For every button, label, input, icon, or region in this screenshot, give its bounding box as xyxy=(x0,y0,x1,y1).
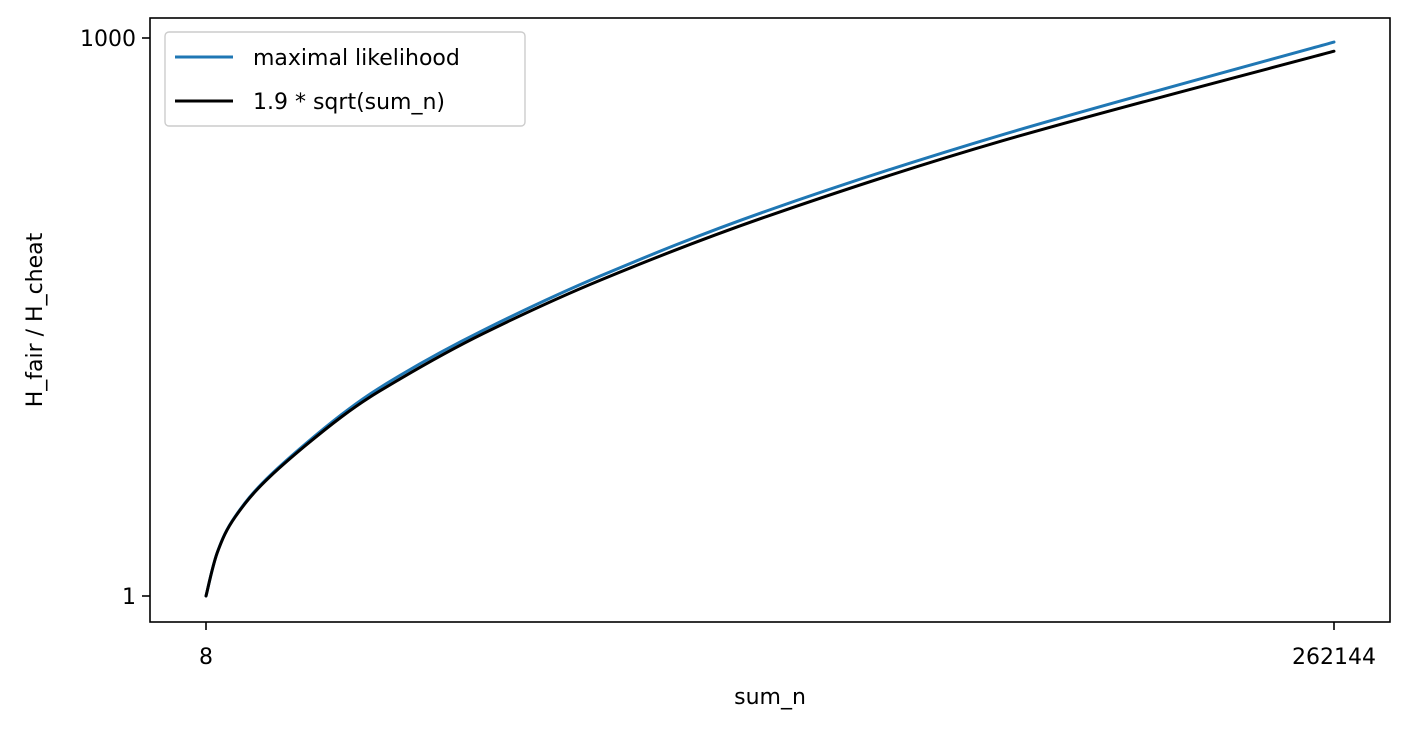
series-line-1 xyxy=(204,49,1336,598)
legend: maximal likelihood 1.9 * sqrt(sum_n) xyxy=(164,31,526,127)
plot-frame xyxy=(149,17,1391,623)
x-axis: 8 262144 xyxy=(199,622,1376,670)
x-axis-label: sum_n xyxy=(734,685,806,710)
y-tick-label-1: 1000 xyxy=(80,27,136,52)
series-layer xyxy=(204,40,1336,598)
legend-label-sqrt-fit: 1.9 * sqrt(sum_n) xyxy=(253,90,445,115)
y-axis-label: H_fair / H_cheat xyxy=(23,232,48,407)
legend-label-maximal-likelihood: maximal likelihood xyxy=(253,46,460,71)
y-axis: 1 1000 xyxy=(80,27,150,610)
legend-frame xyxy=(164,31,526,127)
x-tick-label-1: 262144 xyxy=(1292,645,1376,670)
x-tick-label-0: 8 xyxy=(199,645,213,670)
y-tick-label-0: 1 xyxy=(122,585,136,610)
